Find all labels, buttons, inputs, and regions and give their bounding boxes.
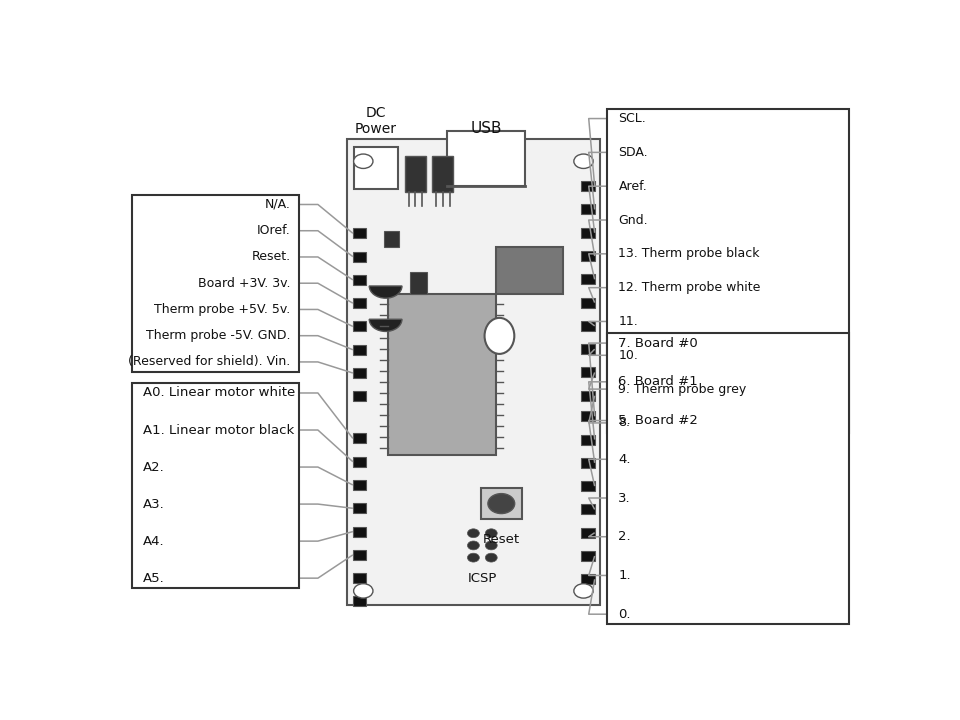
Bar [581,228,594,238]
Bar [581,551,594,561]
Bar [353,275,367,285]
Text: A5.: A5. [143,572,165,585]
Text: USB: USB [470,121,502,136]
Bar [410,272,426,294]
Bar [581,458,594,468]
Text: Therm probe +5V. 5v.: Therm probe +5V. 5v. [155,303,290,316]
Text: Reset.: Reset. [252,251,290,264]
Text: ICSP: ICSP [468,572,497,585]
Bar [405,156,426,192]
Wedge shape [370,286,402,298]
Bar [581,391,594,401]
Text: (Reserved for shield). Vin.: (Reserved for shield). Vin. [128,356,290,369]
Bar [581,367,594,377]
Bar [353,392,367,401]
Bar [353,503,367,513]
Text: 9. Therm probe grey: 9. Therm probe grey [618,382,747,395]
Circle shape [353,584,372,598]
Bar [581,344,594,354]
Bar [353,321,367,331]
Bar [581,181,594,192]
Bar [608,333,849,624]
Bar [353,298,367,308]
Bar [353,526,367,536]
Bar [353,573,367,583]
Text: N/A.: N/A. [265,198,290,211]
Wedge shape [370,319,402,331]
Circle shape [574,584,593,598]
Circle shape [574,154,593,168]
Text: 10.: 10. [618,348,638,361]
Text: 4.: 4. [618,453,631,466]
Bar [581,435,594,444]
Text: SCL.: SCL. [618,112,646,125]
Bar [581,575,594,584]
Text: Gnd.: Gnd. [618,214,648,227]
Bar [353,480,367,490]
Bar [353,456,367,467]
Bar [353,345,367,355]
Text: A1. Linear motor black: A1. Linear motor black [143,423,295,436]
Text: A0. Linear motor white: A0. Linear motor white [143,387,296,400]
Bar [353,596,367,606]
Bar [608,109,849,433]
Bar [495,247,563,294]
Circle shape [353,154,372,168]
Text: DC
Power: DC Power [355,106,396,136]
Circle shape [468,541,479,550]
Text: 12. Therm probe white: 12. Therm probe white [618,281,761,294]
Circle shape [486,541,497,550]
Bar [447,131,525,186]
Bar [581,204,594,215]
Text: 3.: 3. [618,492,631,505]
Bar [353,433,367,444]
Circle shape [488,494,515,513]
Text: A3.: A3. [143,498,165,510]
Bar [581,321,594,331]
Bar [581,274,594,284]
Bar [432,156,453,192]
Text: IOref.: IOref. [256,224,290,237]
Text: Therm probe -5V. GND.: Therm probe -5V. GND. [146,329,290,342]
Text: A4.: A4. [143,535,165,548]
Text: 11.: 11. [618,315,638,328]
Text: Aref.: Aref. [618,180,647,193]
Text: A2.: A2. [143,461,165,474]
Bar [353,228,367,238]
Bar [353,550,367,560]
Text: 13. Therm probe black: 13. Therm probe black [618,248,760,261]
Text: 6. Board #1: 6. Board #1 [618,375,698,388]
Bar [384,230,399,247]
Text: 1.: 1. [618,569,631,582]
Text: 5. Board #2: 5. Board #2 [618,414,698,427]
Text: Reset: Reset [483,533,520,546]
Circle shape [486,528,497,538]
Bar [132,194,300,372]
Bar [388,294,495,455]
Text: Board +3V. 3v.: Board +3V. 3v. [198,276,290,289]
Bar [581,505,594,514]
Text: 8.: 8. [618,416,631,429]
Bar [581,297,594,307]
Text: 0.: 0. [618,608,631,621]
Circle shape [486,553,497,562]
Text: SDA.: SDA. [618,146,648,159]
Bar [581,251,594,261]
Circle shape [468,553,479,562]
Bar [581,481,594,491]
Bar [347,139,600,605]
Bar [581,528,594,538]
Bar [353,368,367,378]
Bar [353,251,367,261]
Bar [581,411,594,421]
Bar [354,148,397,189]
Text: 2.: 2. [618,530,631,543]
Bar [132,383,300,588]
Circle shape [468,528,479,538]
Ellipse shape [485,318,515,354]
Text: 7. Board #0: 7. Board #0 [618,336,698,350]
Bar [481,488,522,519]
